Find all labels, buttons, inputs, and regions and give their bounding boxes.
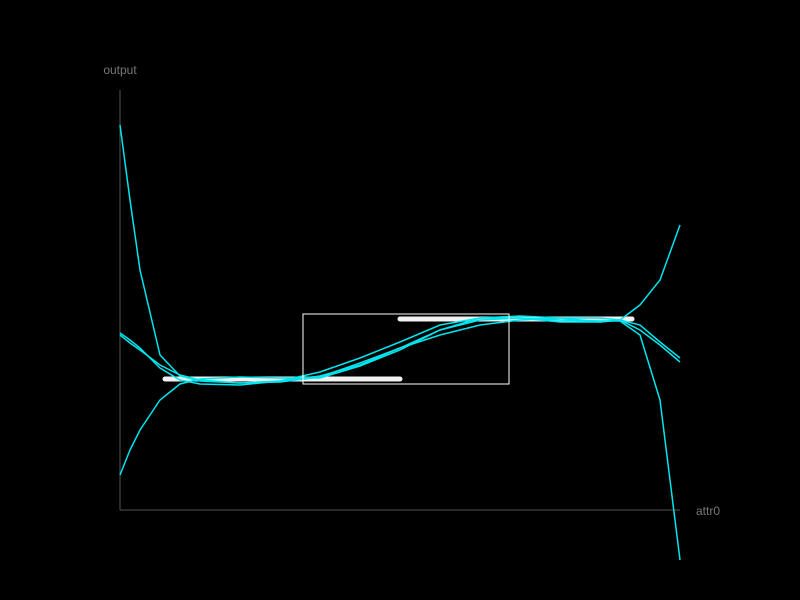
selection-box [302,313,510,385]
x-axis-label: attr0 [696,504,720,518]
y-axis-label: output [103,63,137,77]
fit-curve [119,317,681,386]
